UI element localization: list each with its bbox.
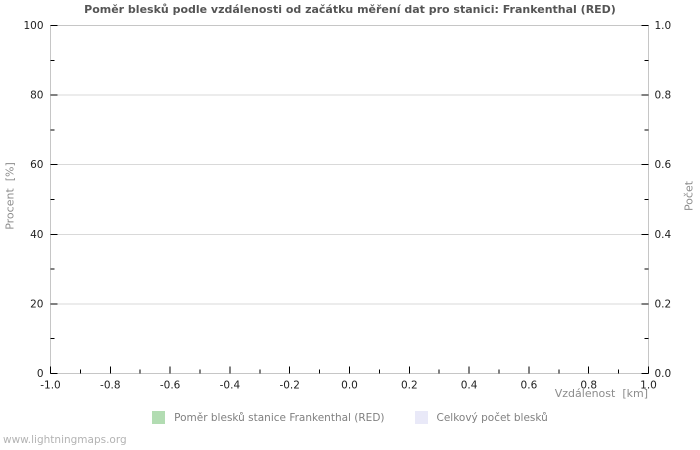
y-right-tick-label: 1.0 [655, 20, 672, 32]
y-left-tick-label: 100 [23, 20, 43, 32]
x-tick-label: -1.0 [40, 380, 61, 392]
y-right-tick-label: 0.8 [655, 90, 672, 102]
y-left-tick-label: 80 [30, 90, 43, 102]
x-tick-label: -0.2 [279, 380, 300, 392]
y-right-tick-label: 0.0 [655, 368, 672, 380]
x-axis-label: Vzdálenost [km] [554, 387, 648, 400]
x-tick-label: 0.8 [580, 380, 597, 392]
x-tick-label: 0.2 [401, 380, 418, 392]
x-tick-label: -0.4 [220, 380, 241, 392]
chart-title: Poměr blesků podle vzdálenosti od začátk… [84, 3, 616, 16]
x-tick-label: 0.4 [461, 380, 478, 392]
legend-item-frankenthal: Poměr blesků stanice Frankenthal (RED) [152, 411, 385, 424]
y-right-tick-label: 0.4 [655, 229, 672, 241]
legend-swatch-frankenthal [152, 411, 166, 424]
y-left-tick-label: 20 [30, 298, 43, 310]
legend-item-total: Celkový počet blesků [414, 411, 548, 424]
legend: Poměr blesků stanice Frankenthal (RED) C… [0, 411, 700, 424]
y-left-tick-label: 0 [37, 368, 44, 380]
plot-border [50, 25, 649, 374]
x-tick-label: 0.6 [521, 380, 538, 392]
legend-label-total: Celkový počet blesků [436, 411, 548, 424]
x-tick-label: 1.0 [640, 380, 657, 392]
y-axis-label-right: Počet [682, 180, 696, 212]
y-left-tick-label: 60 [30, 159, 43, 171]
y-left-tick-label: 40 [30, 229, 43, 241]
legend-label-frankenthal: Poměr blesků stanice Frankenthal (RED) [174, 411, 385, 424]
watermark-text: www.lightningmaps.org [3, 434, 127, 446]
x-tick-label: 0.0 [341, 380, 358, 392]
y-right-tick-label: 0.2 [655, 298, 672, 310]
y-axis-label-left: Procent [%] [3, 162, 17, 230]
legend-swatch-total [414, 411, 428, 424]
x-tick-label: -0.6 [160, 380, 181, 392]
y-right-tick-label: 0.6 [655, 159, 672, 171]
x-tick-label: -0.8 [100, 380, 121, 392]
